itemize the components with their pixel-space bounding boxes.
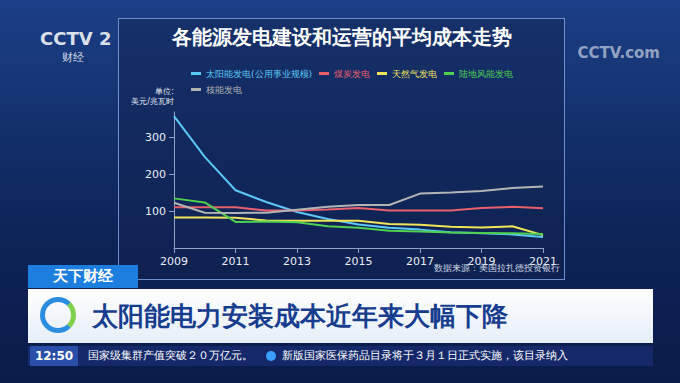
svg-text:核能发电: 核能发电 xyxy=(205,85,242,95)
svg-text:300: 300 xyxy=(145,131,166,144)
svg-text:200: 200 xyxy=(145,168,166,181)
svg-text:陆地风能发电: 陆地风能发电 xyxy=(459,69,513,79)
svg-text:2013: 2013 xyxy=(283,255,311,268)
svg-text:2017: 2017 xyxy=(406,255,434,268)
svg-text:2015: 2015 xyxy=(345,255,373,268)
svg-text:单位:: 单位: xyxy=(155,87,174,96)
svg-text:2009: 2009 xyxy=(160,255,188,268)
svg-text:太阳能发电(公用事业规模): 太阳能发电(公用事业规模) xyxy=(206,69,312,79)
svg-text:2011: 2011 xyxy=(222,255,250,268)
svg-text:美元/兆瓦时: 美元/兆瓦时 xyxy=(131,97,174,106)
svg-text:煤炭发电: 煤炭发电 xyxy=(334,69,370,79)
svg-text:100: 100 xyxy=(145,205,166,218)
svg-text:天然气发电: 天然气发电 xyxy=(392,69,437,79)
